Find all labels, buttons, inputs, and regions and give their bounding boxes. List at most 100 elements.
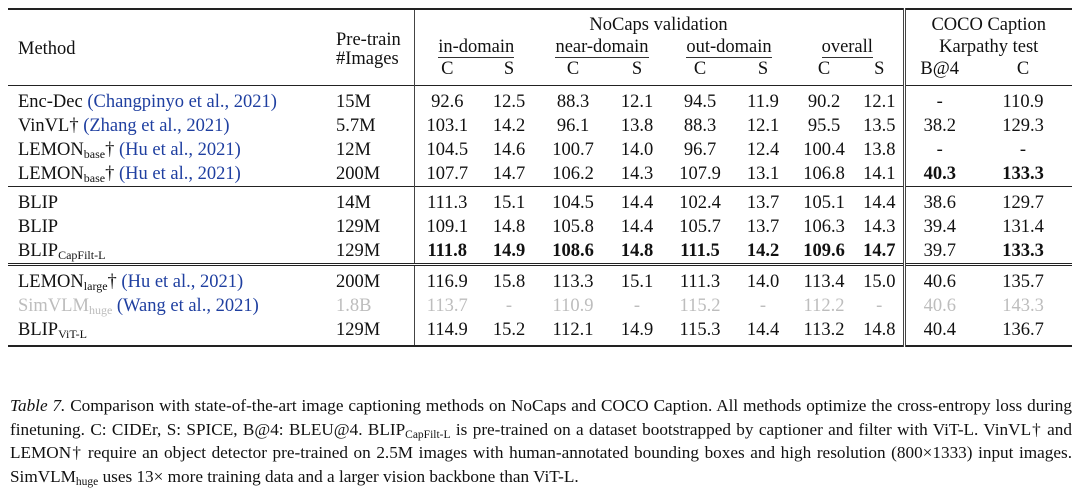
score-value: 105.1 xyxy=(803,192,845,213)
score-cell: 13.1 xyxy=(734,162,792,187)
score-value: - xyxy=(1019,139,1027,160)
score-value: 12.1 xyxy=(620,91,654,112)
score-cell: 11.9 xyxy=(734,85,792,114)
score-cell: 15.1 xyxy=(480,186,538,215)
score-cell: 39.4 xyxy=(902,215,974,239)
score-value: 14.8 xyxy=(620,240,654,261)
score-value: 15.2 xyxy=(492,319,526,340)
header-c: C xyxy=(693,58,707,79)
score-cell: 13.7 xyxy=(734,186,792,215)
score-value: 40.6 xyxy=(923,271,956,292)
caption-text-1: Comparison with state-of-the-art image c… xyxy=(10,396,1072,439)
score-cell: 15.0 xyxy=(856,263,904,294)
score-value: 40.4 xyxy=(923,319,956,340)
score-value: 14.4 xyxy=(620,216,654,237)
header-pretrain-line1: Pre-train xyxy=(336,30,401,50)
score-value: 94.5 xyxy=(683,91,717,112)
score-cell: 14.0 xyxy=(608,138,666,162)
score-value: 109.1 xyxy=(426,216,469,237)
citation-link[interactable]: (Zhang et al., 2021) xyxy=(83,115,230,136)
citation-link[interactable]: (Changpinyo et al., 2021) xyxy=(87,91,277,112)
score-value: 96.7 xyxy=(683,139,717,160)
score-value: 90.2 xyxy=(807,91,841,112)
score-cell: 115.2 xyxy=(666,294,734,318)
score-cell: 112.2 xyxy=(792,294,856,318)
score-value: 13.5 xyxy=(863,115,896,136)
score-cell: 88.3 xyxy=(666,114,734,138)
score-value: 113.3 xyxy=(552,271,594,292)
header-c: C xyxy=(566,58,580,79)
score-value: - xyxy=(936,139,943,160)
score-value: 14.4 xyxy=(746,319,780,340)
score-value: - xyxy=(505,295,513,316)
score-value: 40.6 xyxy=(923,295,956,316)
score-cell: 40.4 xyxy=(902,318,974,347)
score-value: 14.7 xyxy=(863,240,896,261)
score-value: 15.0 xyxy=(863,271,896,292)
score-cell: 14.2 xyxy=(734,239,792,265)
score-cell: 111.8 xyxy=(413,239,480,265)
score-cell: 106.2 xyxy=(538,162,608,187)
header-pretrain: Pre-train #Images xyxy=(322,8,414,86)
score-cell: 15.1 xyxy=(608,263,666,294)
score-value: 92.6 xyxy=(431,91,464,112)
score-value: - xyxy=(876,295,883,316)
table-row: BLIP 129M 109.1 14.8 105.8 14.4 105.7 13.7 106.3… xyxy=(8,215,1072,239)
pretrain-cell: 15M xyxy=(322,85,414,114)
score-value: 39.7 xyxy=(923,240,956,261)
score-cell: 107.9 xyxy=(666,162,734,187)
score-cell: 115.3 xyxy=(666,318,734,347)
score-value: 13.1 xyxy=(746,163,780,184)
score-cell: - xyxy=(856,294,904,318)
score-value: 129.7 xyxy=(1002,192,1044,213)
score-value: 15.1 xyxy=(492,192,526,213)
caption-text-2: is pre-trained on a dataset bootstrapped… xyxy=(10,419,1072,486)
method-cell: VinVL† (Zhang et al., 2021) xyxy=(8,114,322,138)
table-caption: Table 7. Comparison with state-of-the-ar… xyxy=(10,394,1072,488)
citation-link[interactable]: (Hu et al., 2021) xyxy=(118,163,241,184)
score-cell: 38.6 xyxy=(902,186,974,215)
method-subscript: CapFilt-L xyxy=(58,247,106,262)
pretrain-cell: 5.7M xyxy=(336,115,376,136)
score-cell: 135.7 xyxy=(974,263,1072,294)
score-cell: 113.7 xyxy=(413,294,480,318)
score-cell: 90.2 xyxy=(792,85,856,114)
score-cell: - xyxy=(734,294,792,318)
score-value: 88.3 xyxy=(556,91,590,112)
score-value: 112.2 xyxy=(803,295,845,316)
citation-link[interactable]: (Hu et al., 2021) xyxy=(121,271,244,292)
score-value: 14.9 xyxy=(492,240,526,261)
method-name: VinVL xyxy=(18,115,70,136)
score-cell: - xyxy=(902,85,974,114)
score-cell: 14.0 xyxy=(734,263,792,294)
pretrain-cell: 14M xyxy=(322,186,414,215)
score-value: 14.7 xyxy=(492,163,526,184)
score-cell: 14.8 xyxy=(856,318,904,347)
score-value: 38.6 xyxy=(923,192,956,213)
header-row-1: Method Pre-train #Images NoCaps validati… xyxy=(8,8,1072,86)
citation-link[interactable]: (Hu et al., 2021) xyxy=(118,139,241,160)
score-cell: 14.9 xyxy=(608,318,666,347)
header-c: C xyxy=(817,58,831,79)
score-cell: 12.1 xyxy=(608,85,666,114)
score-cell: 39.7 xyxy=(902,239,974,265)
citation-link[interactable]: (Wang et al., 2021) xyxy=(116,295,259,316)
score-value: 15.1 xyxy=(620,271,654,292)
score-cell: 100.4 xyxy=(792,138,856,162)
score-value: 100.7 xyxy=(552,139,594,160)
score-value: 112.1 xyxy=(552,319,594,340)
method-cell: LEMONbase† (Hu et al., 2021) xyxy=(8,162,322,187)
score-value: 39.4 xyxy=(923,216,956,237)
score-value: 113.4 xyxy=(803,271,845,292)
score-value: 13.8 xyxy=(620,115,654,136)
score-cell: 112.1 xyxy=(538,318,608,347)
table-row: BLIPViT-L 129M 114.9 15.2 112.1 14.9 115.3 14.4… xyxy=(8,318,1072,347)
method-cell: LEMONlarge† (Hu et al., 2021) xyxy=(8,263,322,294)
score-value: 136.7 xyxy=(1002,319,1044,340)
score-value: 14.2 xyxy=(746,240,780,261)
caption-subscript-2: huge xyxy=(75,475,99,488)
score-value: 102.4 xyxy=(679,192,721,213)
score-cell: 40.6 xyxy=(902,294,974,318)
score-cell: 14.7 xyxy=(856,239,904,265)
